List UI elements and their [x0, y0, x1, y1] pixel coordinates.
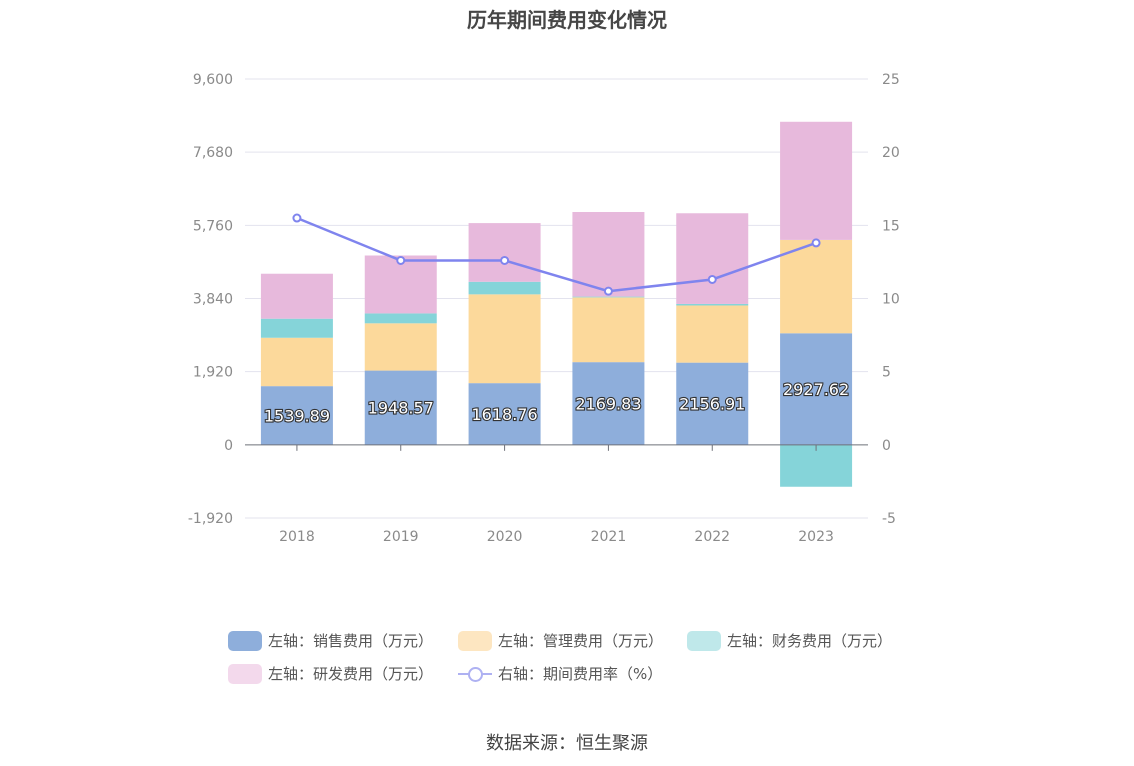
bar-series2-2019 [364, 313, 437, 324]
right-axis-tick-label: 25 [882, 72, 900, 88]
left-axis-tick-label: -1,920 [188, 511, 233, 527]
data-label-2019: 1948.57 [368, 399, 434, 418]
right-axis-tick-label: -5 [882, 511, 896, 527]
source-note: 数据来源：恒生聚源 [486, 733, 648, 754]
right-axis-tick-label: 10 [882, 292, 900, 308]
x-axis-tick-label: 2022 [694, 529, 730, 545]
legend-label-sales: 左轴：销售费用（万元） [268, 632, 434, 650]
expense-ratio-point-2019 [396, 255, 406, 265]
data-label-2018: 1539.89 [264, 406, 330, 425]
legend-item-rnd[interactable]: 左轴：研发费用（万元） [228, 663, 433, 684]
x-axis-tick-label: 2020 [487, 529, 523, 545]
legend-swatch-sales [228, 630, 262, 651]
legend-item-admin[interactable]: 左轴：管理费用（万元） [458, 630, 663, 651]
left-axis-tick-label: 7,680 [193, 145, 233, 161]
data-label-2021: 2169.83 [575, 394, 641, 413]
right-axis-tick-label: 0 [882, 438, 891, 454]
data-label-2022: 2156.91 [679, 395, 745, 414]
expense-ratio-point-2022 [707, 274, 717, 284]
bar-series2-2022 [676, 303, 749, 306]
bar-series3-2020 [468, 223, 541, 282]
chart-area: 1539.89 1948.57 1618.76 2169.83 2156.91 2927.… [188, 72, 900, 545]
left-axis-tick-label: 9,600 [193, 72, 233, 88]
bar-series1-2020 [468, 294, 541, 384]
bar-series3-2023 [780, 121, 853, 240]
expense-ratio-point-2018 [292, 213, 302, 223]
legend-item-sales[interactable]: 左轴：销售费用（万元） [228, 630, 433, 651]
x-axis-tick-label: 2018 [279, 529, 315, 545]
right-axis-tick-label: 20 [882, 145, 900, 161]
left-axis-tick-label: 3,840 [193, 292, 233, 308]
left-axis-tick-label: 0 [224, 438, 233, 454]
legend-label-expense-ratio: 右轴：期间费用率（%） [498, 665, 663, 683]
left-axis-tick-label: 5,760 [193, 218, 233, 234]
legend-label-admin: 左轴：管理费用（万元） [498, 632, 664, 650]
bar-series1-2018 [260, 337, 333, 387]
legend-item-finance[interactable]: 左轴：财务费用（万元） [687, 630, 892, 651]
expense-ratio-point-2021 [603, 286, 613, 296]
bar-series0-2018 [260, 386, 333, 445]
left-axis-tick-label: 1,920 [193, 365, 233, 381]
bar-series1-2019 [364, 323, 437, 371]
bar-series2-2021 [572, 296, 645, 298]
legend-swatch-expense-ratio [458, 664, 492, 684]
legend-swatch-finance [687, 630, 721, 651]
bar-series2-2023 [780, 444, 853, 487]
legend-item-expense-ratio[interactable]: 右轴：期间费用率（%） [458, 663, 662, 684]
legend-swatch-rnd [228, 663, 262, 684]
x-axis-tick-label: 2021 [591, 529, 627, 545]
data-label-2023: 2927.62 [783, 380, 849, 399]
right-axis-tick-label: 5 [882, 365, 891, 381]
legend-swatch-admin [458, 630, 492, 651]
data-label-2020: 1618.76 [471, 405, 537, 424]
bar-series0-2021 [572, 362, 645, 445]
bar-series0-2022 [676, 362, 749, 445]
expense-ratio-point-2023 [811, 238, 821, 248]
legend-label-finance: 左轴：财务费用（万元） [727, 632, 893, 650]
bar-series0-2019 [364, 370, 437, 445]
bar-series0-2023 [780, 333, 853, 445]
bar-series0-2020 [468, 383, 541, 445]
bar-series3-2021 [572, 212, 645, 297]
bar-series2-2020 [468, 281, 541, 295]
expense-ratio-line [296, 216, 817, 293]
bar-series3-2022 [676, 213, 749, 304]
bar-series3-2019 [364, 255, 437, 314]
bar-series2-2018 [260, 318, 333, 338]
x-axis-tick-label: 2023 [798, 529, 834, 545]
bar-series1-2021 [572, 297, 645, 363]
bar-series1-2023 [780, 239, 853, 334]
expense-ratio-point-2020 [500, 255, 510, 265]
chart-title: 历年期间费用变化情况 [467, 8, 667, 32]
x-axis-tick-label: 2019 [383, 529, 419, 545]
bar-series3-2018 [260, 273, 333, 319]
bar-series1-2022 [676, 305, 749, 363]
right-axis-tick-label: 15 [882, 218, 900, 234]
legend-label-rnd: 左轴：研发费用（万元） [268, 665, 434, 683]
